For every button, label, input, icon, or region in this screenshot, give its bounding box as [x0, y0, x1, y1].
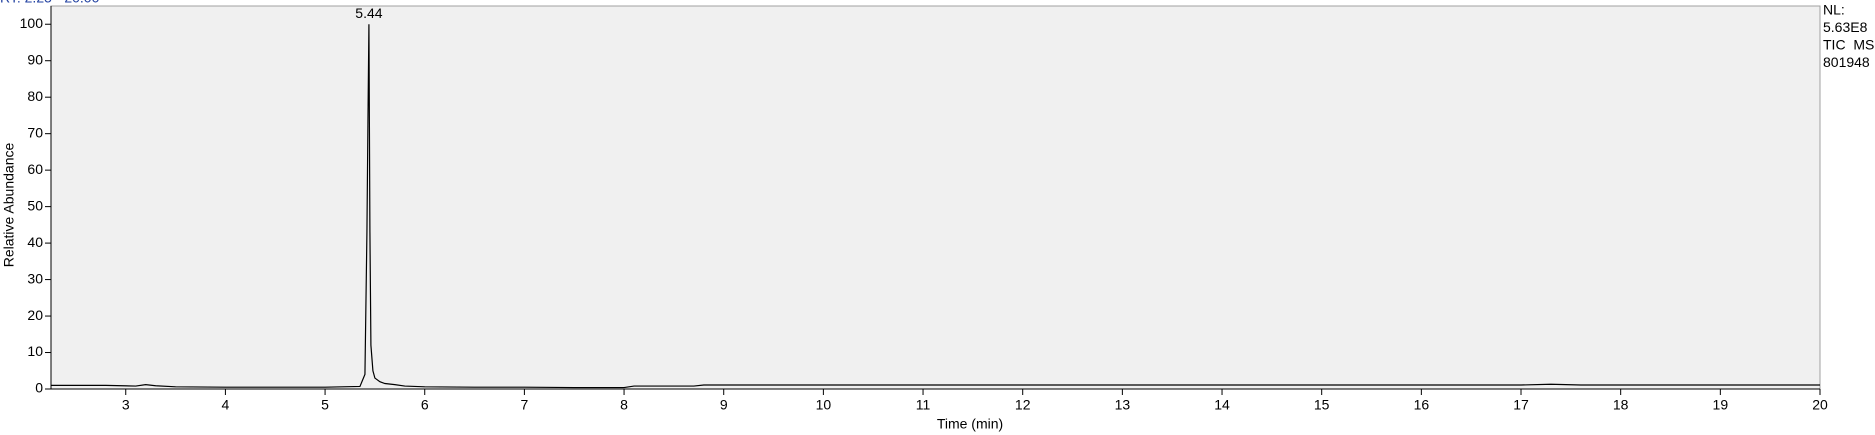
x-tick-label: 11: [916, 397, 931, 413]
y-tick-label: 60: [27, 161, 43, 177]
side-note: 5.63E8: [1823, 19, 1868, 35]
y-tick-label: 0: [35, 380, 43, 396]
side-note: TIC MS: [1823, 37, 1874, 53]
peak-label: 5.44: [355, 5, 382, 21]
y-tick-label: 50: [27, 197, 43, 213]
y-tick-label: 20: [27, 307, 43, 323]
x-tick-label: 12: [1015, 397, 1031, 413]
y-tick-label: 40: [27, 234, 43, 250]
side-note: 801948: [1823, 54, 1870, 70]
x-tick-label: 5: [321, 397, 329, 413]
plot-area: [50, 5, 1821, 390]
y-tick-label: 100: [20, 15, 44, 31]
y-tick-label: 80: [27, 88, 43, 104]
y-axis-label: Relative Abundance: [1, 143, 17, 268]
range-label: RT: 2.25 - 20.00: [0, 0, 100, 6]
trace: [51, 24, 1820, 389]
x-tick-label: 17: [1513, 397, 1529, 413]
x-tick-label: 10: [816, 397, 832, 413]
x-tick-label: 19: [1713, 397, 1729, 413]
x-tick-label: 16: [1414, 397, 1430, 413]
x-tick-label: 9: [720, 397, 728, 413]
x-tick-label: 14: [1214, 397, 1230, 413]
x-tick-label: 6: [421, 397, 429, 413]
y-tick-label: 90: [27, 51, 43, 67]
x-tick-label: 7: [520, 397, 528, 413]
x-tick-label: 15: [1314, 397, 1330, 413]
x-tick-label: 13: [1115, 397, 1131, 413]
y-tick-label: 10: [27, 343, 43, 359]
x-tick-label: 4: [222, 397, 230, 413]
side-note: NL:: [1823, 2, 1845, 18]
x-tick-label: 3: [122, 397, 130, 413]
x-axis-label: Time (min): [937, 416, 1003, 432]
y-tick-label: 70: [27, 124, 43, 140]
x-tick-label: 20: [1812, 397, 1828, 413]
y-tick-label: 30: [27, 270, 43, 286]
x-tick-label: 8: [620, 397, 628, 413]
x-tick-label: 18: [1613, 397, 1629, 413]
